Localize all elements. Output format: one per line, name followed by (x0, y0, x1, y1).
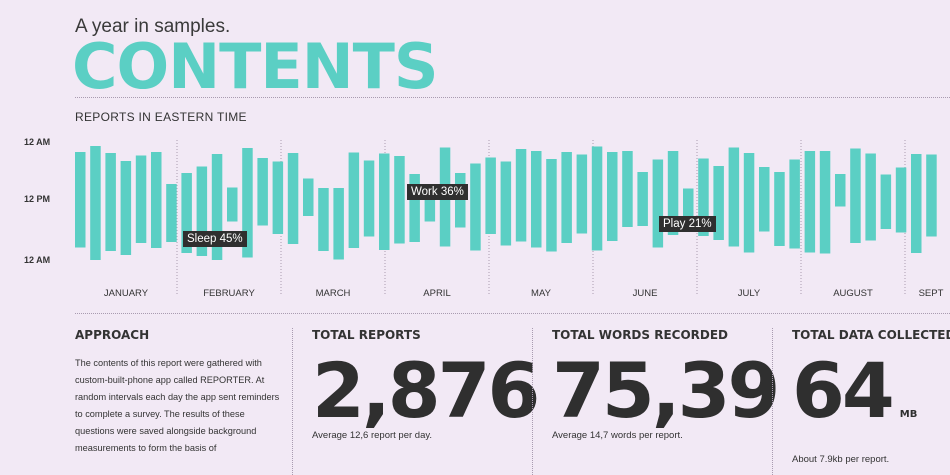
report-bar (211, 154, 223, 260)
approach-section: APPROACH The contents of this report wer… (75, 328, 280, 475)
report-bar (865, 153, 876, 241)
report-bar (743, 153, 755, 253)
report-bar (880, 174, 892, 229)
report-bar (591, 146, 603, 251)
total-data-value: 64 (792, 346, 895, 435)
report-bar (774, 172, 785, 246)
report-bar (379, 153, 390, 250)
column-divider (292, 328, 293, 475)
report-bar (546, 159, 557, 252)
report-bar (196, 166, 208, 256)
month-label-june: JUNE (633, 288, 658, 299)
total-words-note: Average 14,7 words per report. (552, 430, 683, 441)
report-bar (789, 159, 800, 249)
page-title: CONTENTS (72, 30, 439, 103)
divider-top (75, 97, 950, 98)
report-bar (318, 188, 329, 251)
total-data-unit: MB (899, 409, 918, 420)
report-bar (652, 159, 664, 248)
report-bar (90, 146, 101, 260)
report-bar (287, 153, 299, 244)
report-bar (227, 187, 238, 222)
chart-section-label: REPORTS IN EASTERN TIME (75, 110, 247, 124)
report-bar (819, 151, 831, 254)
report-bar (607, 152, 618, 241)
annotation-play: Play 21% (659, 216, 716, 232)
total-data-heading: TOTAL DATA COLLECTED (792, 328, 950, 342)
report-bar (531, 151, 542, 248)
report-bar (804, 151, 816, 253)
report-bar (728, 147, 740, 247)
report-bar (105, 153, 116, 251)
report-bar (576, 154, 588, 234)
time-label-mid: 12 PM (24, 194, 51, 204)
report-bar (455, 173, 466, 228)
report-bar (850, 148, 861, 243)
divider-bottom (75, 313, 950, 314)
report-bar (181, 173, 192, 253)
report-bar (272, 161, 284, 234)
total-data-value-row: 64 MB (792, 350, 950, 456)
report-bar (759, 167, 770, 232)
total-data-section: TOTAL DATA COLLECTED 64 MB About 7.9kb pe… (792, 328, 950, 475)
report-bar (348, 152, 360, 248)
report-bar (303, 178, 314, 216)
report-bar (561, 152, 572, 243)
reports-chart: JANUARY FEBRUARY MARCH APRIL MAY JUNE JULY AUGU… (75, 140, 944, 299)
total-reports-note: Average 12,6 report per day. (312, 430, 433, 441)
annotation-work: Work 36% (407, 184, 468, 200)
report-bar (409, 174, 420, 242)
approach-text: The contents of this report were gathere… (75, 358, 280, 453)
report-bar (500, 161, 512, 246)
report-bar (394, 156, 405, 244)
report-bar (713, 166, 724, 240)
report-bar (424, 188, 436, 222)
report-bar (470, 163, 481, 251)
month-label-july: JULY (738, 288, 761, 299)
report-bar (515, 149, 527, 242)
month-label-february: FEBRUARY (203, 288, 255, 299)
report-bar (667, 151, 679, 235)
month-label-august: AUGUST (833, 288, 873, 299)
total-reports-value: 2,876 (312, 346, 540, 435)
total-words-section: TOTAL WORDS RECORDED 75,39 Average 14,7 … (552, 328, 780, 475)
report-bar (637, 172, 648, 226)
month-label-april: APRIL (423, 288, 450, 299)
report-bar (151, 152, 162, 248)
annotation-sleep: Sleep 45% (183, 231, 247, 247)
report-bar (135, 155, 147, 243)
total-data-note: About 7.9kb per report. (792, 454, 890, 465)
report-bar (622, 151, 633, 227)
report-bar (242, 148, 253, 258)
total-words-heading: TOTAL WORDS RECORDED (552, 328, 729, 342)
report-bar (363, 160, 375, 237)
report-bar (835, 174, 846, 207)
report-bar (485, 157, 496, 234)
report-bar (257, 158, 268, 226)
report-bar (926, 154, 937, 237)
report-bar (120, 161, 132, 255)
report-bar (698, 158, 709, 236)
total-reports-section: TOTAL REPORTS 2,876 Average 12,6 report … (312, 328, 540, 475)
time-label-bottom: 12 AM (24, 255, 51, 265)
month-label-january: JANUARY (104, 288, 149, 299)
report-bar (911, 154, 922, 253)
column-divider (772, 328, 773, 475)
time-label-top: 12 AM (24, 137, 51, 147)
report-bar (895, 167, 907, 233)
month-label-sept: SEPT (919, 288, 944, 299)
report-bar (333, 188, 344, 260)
report-bar (166, 184, 177, 242)
page-subtitle: A year in samples. (75, 16, 231, 37)
report-bar (683, 188, 694, 232)
month-label-march: MARCH (316, 288, 351, 299)
month-label-may: MAY (531, 288, 552, 299)
total-words-value: 75,39 (552, 346, 780, 435)
approach-heading: APPROACH (75, 328, 150, 342)
column-divider (532, 328, 533, 475)
report-bar (75, 152, 86, 248)
total-reports-heading: TOTAL REPORTS (312, 328, 421, 342)
